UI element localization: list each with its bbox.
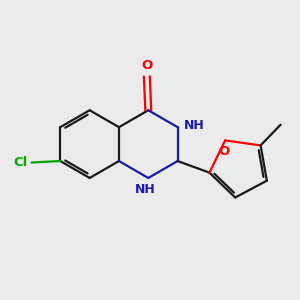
Text: O: O (141, 59, 152, 72)
Text: O: O (218, 145, 229, 158)
Text: NH: NH (184, 119, 204, 132)
Text: NH: NH (134, 183, 155, 196)
Text: Cl: Cl (14, 156, 28, 169)
